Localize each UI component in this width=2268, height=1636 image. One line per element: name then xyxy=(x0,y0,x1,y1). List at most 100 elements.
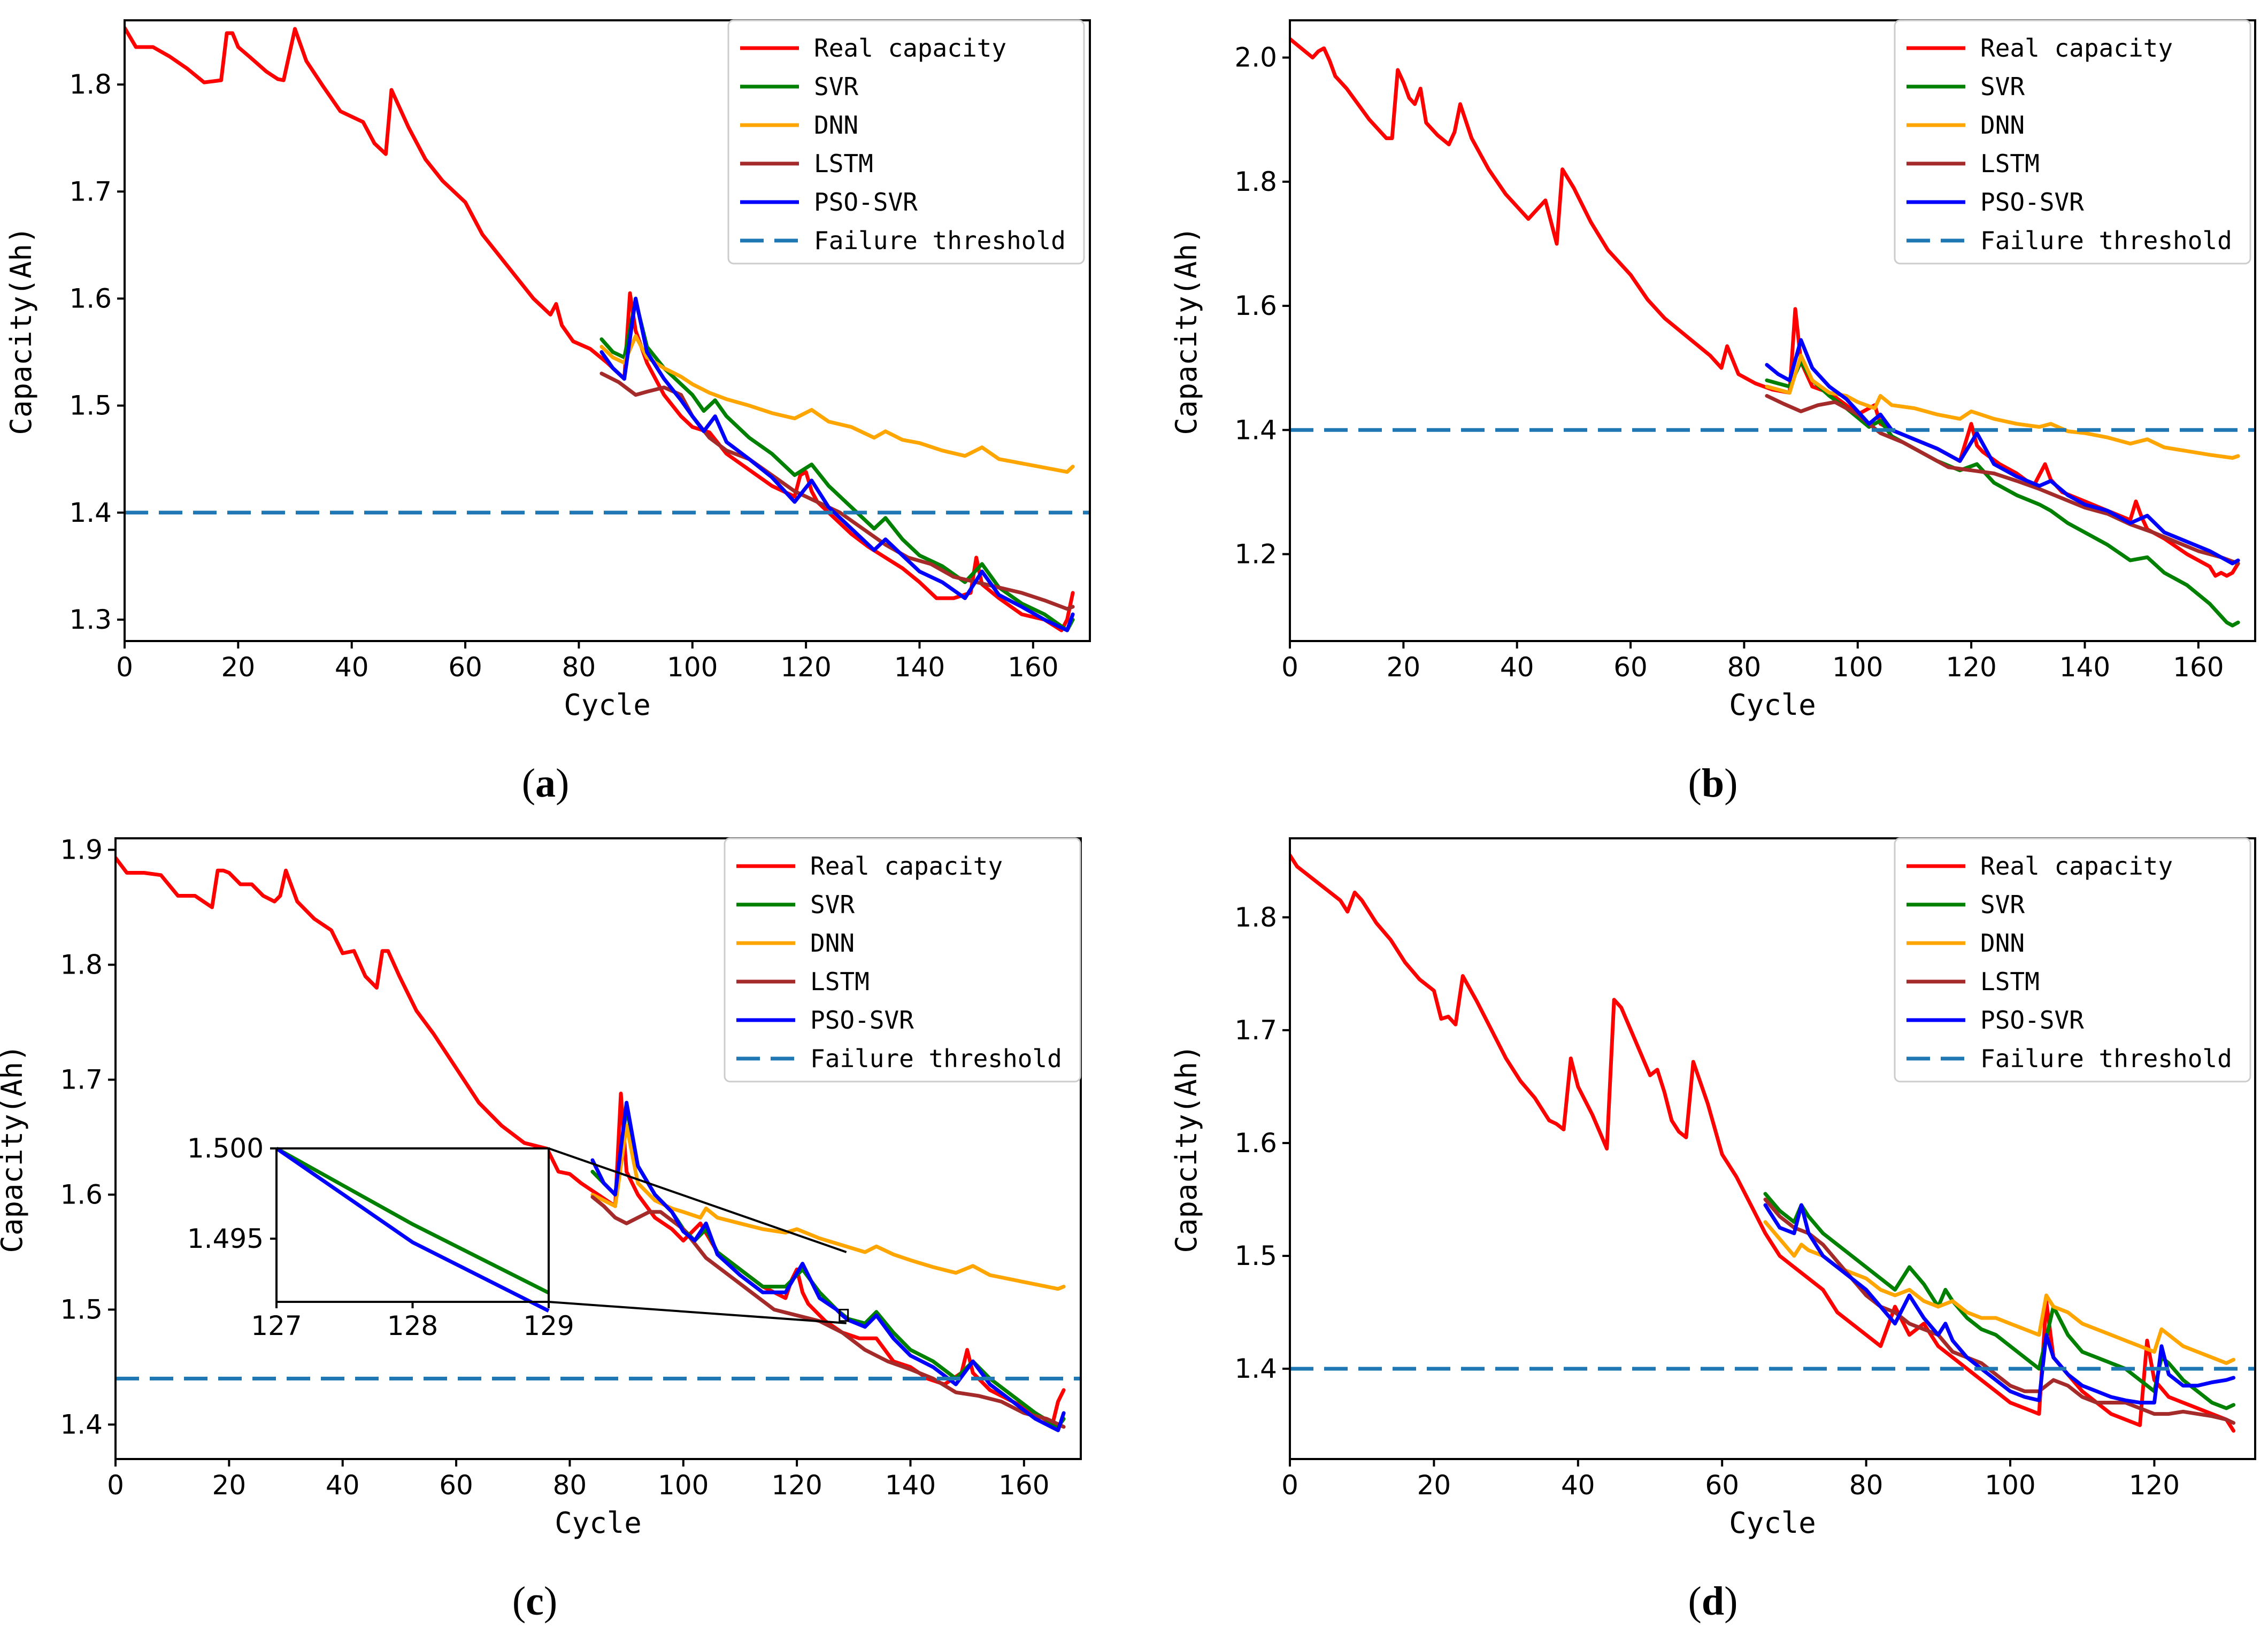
zoom-connector xyxy=(548,1147,847,1253)
caption-letter: a xyxy=(535,761,556,806)
legend-label: LSTM xyxy=(1980,967,2040,996)
y-tick-label: 1.5 xyxy=(60,1294,103,1325)
x-tick-label: 20 xyxy=(1417,1470,1451,1501)
legend-label: Real capacity xyxy=(810,852,1003,881)
x-axis-label: Cycle xyxy=(1729,1506,1816,1540)
inset-x-tick-label: 129 xyxy=(523,1310,574,1341)
x-tick-label: 20 xyxy=(1387,652,1421,683)
series-line-real-capacity xyxy=(116,856,1066,1426)
series-line-lstm xyxy=(590,1195,1066,1429)
legend-label: Failure threshold xyxy=(1980,1044,2232,1073)
legend-label: DNN xyxy=(810,929,855,958)
axes-frame xyxy=(124,19,1091,642)
series-line-pso-svr xyxy=(599,296,1075,632)
x-tick-label: 20 xyxy=(221,652,256,683)
caption-close: ) xyxy=(1724,761,1737,806)
x-tick-label: 140 xyxy=(894,652,945,683)
x-tick-label: 80 xyxy=(562,652,596,683)
series-line-dnn xyxy=(590,1124,1066,1291)
x-tick-label: 20 xyxy=(212,1470,247,1501)
x-tick-label: 0 xyxy=(1281,652,1298,683)
y-axis-label: Capacity(Ah) xyxy=(4,226,38,435)
x-axis-label: Cycle xyxy=(555,1506,642,1540)
x-tick-label: 120 xyxy=(1946,652,1996,683)
x-axis-label: Cycle xyxy=(564,688,651,722)
x-tick-label: 100 xyxy=(658,1470,709,1501)
legend-label: Failure threshold xyxy=(810,1044,1062,1073)
legend-label: Real capacity xyxy=(1980,34,2173,63)
caption-letter: d xyxy=(1702,1579,1724,1624)
x-tick-label: 40 xyxy=(326,1470,360,1501)
series-line-pso-svr xyxy=(1763,1203,2236,1405)
legend-label: DNN xyxy=(814,111,858,140)
inset-y-tick-label: 1.500 xyxy=(187,1133,264,1164)
caption-open: ( xyxy=(1688,761,1702,806)
legend-label: SVR xyxy=(1980,890,2025,919)
x-axis-label: Cycle xyxy=(1729,688,1816,722)
y-tick-label: 1.6 xyxy=(60,1179,103,1210)
panel-caption: (d) xyxy=(1688,1579,1738,1624)
series-line-pso-svr xyxy=(1765,338,2240,566)
x-tick-label: 120 xyxy=(780,652,831,683)
y-axis-label: Capacity(Ah) xyxy=(1170,1044,1203,1253)
legend-label: PSO-SVR xyxy=(810,1006,914,1035)
inset-x-tick-label: 128 xyxy=(387,1310,438,1341)
y-tick-label: 1.4 xyxy=(69,497,112,528)
x-tick-label: 140 xyxy=(2059,652,2110,683)
caption-close: ) xyxy=(1724,1579,1737,1624)
caption-open: ( xyxy=(1688,1579,1702,1624)
x-tick-label: 100 xyxy=(1985,1470,2035,1501)
legend-label: SVR xyxy=(1980,72,2025,101)
axes-frame xyxy=(1289,19,2256,642)
series-line-pso-svr xyxy=(590,1101,1066,1432)
legend-box xyxy=(727,19,1085,265)
series-line-real-capacity xyxy=(125,26,1075,632)
y-tick-label: 1.7 xyxy=(69,176,112,207)
plot-area xyxy=(116,856,1081,1432)
x-tick-label: 160 xyxy=(2173,652,2224,683)
legend-label: LSTM xyxy=(810,967,870,996)
legend-label: DNN xyxy=(1980,111,2025,140)
y-tick-label: 1.4 xyxy=(1234,414,1277,445)
y-tick-label: 1.9 xyxy=(60,835,103,866)
x-tick-label: 0 xyxy=(1281,1470,1298,1501)
x-tick-label: 80 xyxy=(1727,652,1762,683)
x-tick-label: 120 xyxy=(2129,1470,2180,1501)
plot-area xyxy=(1290,853,2255,1433)
panel-d: 0 20 40 60 80 100 120 1.4 1.5 1.6 1.7 1.8 Cycle Capac… xyxy=(1170,837,2256,1540)
x-tick-label: 60 xyxy=(439,1470,473,1501)
legend-label: PSO-SVR xyxy=(1980,188,2084,217)
panel-caption: (b) xyxy=(1688,761,1738,806)
x-tick-label: 40 xyxy=(1561,1470,1595,1501)
axes-frame xyxy=(1289,837,2256,1460)
series-line-svr xyxy=(1765,360,2240,628)
x-tick-label: 100 xyxy=(667,652,718,683)
caption-letter: c xyxy=(526,1579,544,1624)
legend-box xyxy=(724,837,1081,1083)
legend-label: LSTM xyxy=(1980,149,2040,178)
panel-a: 0 20 40 60 80 100 120 140 160 1.3 1.4 1.5 1.6 1.7 1.8 C… xyxy=(4,19,1091,722)
axes-frame xyxy=(114,837,1082,1460)
y-tick-label: 1.4 xyxy=(1234,1353,1277,1384)
legend-label: SVR xyxy=(814,72,858,101)
legend-label: SVR xyxy=(810,890,855,919)
y-tick-label: 1.8 xyxy=(1234,166,1277,197)
plot-area xyxy=(1290,37,2255,628)
panel-c: 0 20 40 60 80 100 120 140 160 1.4 1.5 1.6 1.7 1.8 1.9 C… xyxy=(0,835,1082,1540)
legend-label: Real capacity xyxy=(1980,852,2173,881)
y-tick-label: 1.7 xyxy=(60,1064,103,1095)
series-line-lstm xyxy=(1765,393,2240,566)
y-tick-label: 1.5 xyxy=(69,390,112,421)
x-tick-label: 140 xyxy=(885,1470,936,1501)
legend-label: LSTM xyxy=(814,149,873,178)
series-line-lstm xyxy=(1763,1198,2236,1425)
inset-series-line xyxy=(275,1146,550,1295)
y-tick-label: 1.8 xyxy=(60,950,103,981)
x-tick-label: 80 xyxy=(1849,1470,1883,1501)
inset-x-tick-label: 127 xyxy=(251,1310,302,1341)
y-axis-label: Capacity(Ah) xyxy=(1170,226,1203,435)
legend-label: PSO-SVR xyxy=(1980,1006,2084,1035)
plot-area xyxy=(125,26,1090,632)
caption-letter: b xyxy=(1702,761,1724,806)
